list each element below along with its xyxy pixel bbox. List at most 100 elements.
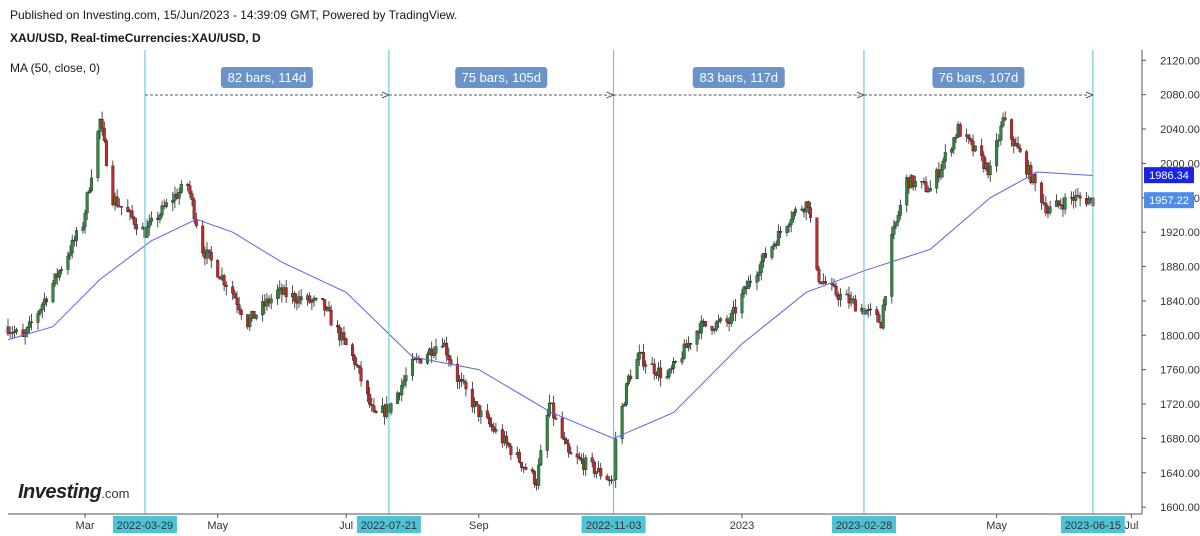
candle-body <box>652 363 656 374</box>
candle-body <box>592 461 596 474</box>
indicator-label[interactable]: MA (50, close, 0) <box>10 61 101 75</box>
candle <box>222 273 226 291</box>
candle-body <box>729 313 733 324</box>
candle <box>192 197 196 224</box>
candle <box>312 295 316 307</box>
candle-body <box>614 438 618 480</box>
candle-body <box>209 252 213 261</box>
candle-body <box>554 417 558 420</box>
measure-arrowhead <box>856 91 866 99</box>
candle <box>712 327 716 334</box>
candle-body <box>485 410 489 418</box>
candle <box>749 274 753 288</box>
candles-layer <box>6 111 1095 491</box>
candle-body <box>532 471 536 485</box>
candle-body <box>201 225 205 254</box>
candle-body <box>594 471 598 474</box>
candle-body <box>1012 139 1016 147</box>
candle-body <box>27 321 31 328</box>
candle-body <box>1048 206 1052 213</box>
candle <box>186 182 190 192</box>
candle-body <box>995 140 999 167</box>
candle <box>357 365 361 374</box>
candle-body <box>487 417 491 425</box>
candle-body <box>905 177 909 206</box>
candle <box>130 204 134 220</box>
candle <box>1010 118 1014 147</box>
candle <box>896 210 900 227</box>
candle <box>838 288 842 307</box>
candle-body <box>192 199 196 220</box>
candle <box>1074 189 1078 208</box>
measurement: 76 bars, 107d <box>863 67 1095 99</box>
candle-body <box>682 343 686 359</box>
candle <box>832 278 836 288</box>
candle <box>868 303 872 316</box>
candle <box>370 397 374 412</box>
candle <box>487 413 491 428</box>
candle <box>115 189 119 208</box>
candle-body <box>269 298 273 304</box>
candle-body <box>321 297 325 300</box>
candle <box>207 249 211 259</box>
candle <box>6 318 10 337</box>
candle <box>980 138 984 161</box>
candle-body <box>913 181 917 188</box>
candle-body <box>1087 199 1091 205</box>
y-tick: 1800.00 <box>1142 330 1200 342</box>
candle <box>479 405 483 425</box>
candle-body <box>190 193 194 200</box>
candle <box>494 422 498 434</box>
candle <box>999 121 1003 146</box>
candle-body <box>261 301 265 316</box>
candle-body <box>329 310 333 326</box>
candle <box>817 265 821 285</box>
date-marker-tag: 2023-02-28 <box>831 516 896 533</box>
candle <box>939 164 943 181</box>
date-marker-tag: 2023-06-15 <box>1060 516 1125 533</box>
candle <box>353 353 357 370</box>
candle <box>898 199 902 220</box>
candle-body <box>817 268 821 283</box>
candle <box>12 325 16 339</box>
candle <box>276 284 280 306</box>
x-tick: May <box>207 514 229 532</box>
candle <box>997 134 1001 148</box>
candle <box>579 453 583 465</box>
candle-body <box>659 367 663 379</box>
candle-body <box>179 184 183 193</box>
candle-body <box>973 145 977 152</box>
candle-body <box>577 456 581 459</box>
candle-body <box>353 355 357 365</box>
candle-body <box>233 293 237 299</box>
candle-body <box>939 169 943 178</box>
candle <box>913 176 917 191</box>
candle-body <box>740 293 744 314</box>
candle <box>507 441 511 448</box>
candle <box>627 374 631 386</box>
candle-body <box>445 342 449 356</box>
candle-body <box>699 320 703 334</box>
candle-body <box>1044 203 1048 213</box>
candle <box>725 315 729 328</box>
candle <box>793 206 797 217</box>
candle <box>759 254 763 281</box>
candle-body <box>629 375 633 380</box>
candle-body <box>479 410 483 417</box>
candle <box>440 337 444 349</box>
y-tick: 1640.00 <box>1142 468 1200 480</box>
candle <box>954 133 958 144</box>
candle-body <box>894 221 898 227</box>
candle-body <box>665 376 669 379</box>
candle <box>791 211 795 223</box>
candle <box>158 213 162 224</box>
candle-body <box>742 286 746 294</box>
candle-body <box>815 217 819 270</box>
candle-body <box>15 329 19 332</box>
candle <box>104 138 108 167</box>
candle <box>310 298 314 311</box>
candle-body <box>248 318 252 328</box>
candle <box>445 336 449 362</box>
candle <box>359 361 363 387</box>
